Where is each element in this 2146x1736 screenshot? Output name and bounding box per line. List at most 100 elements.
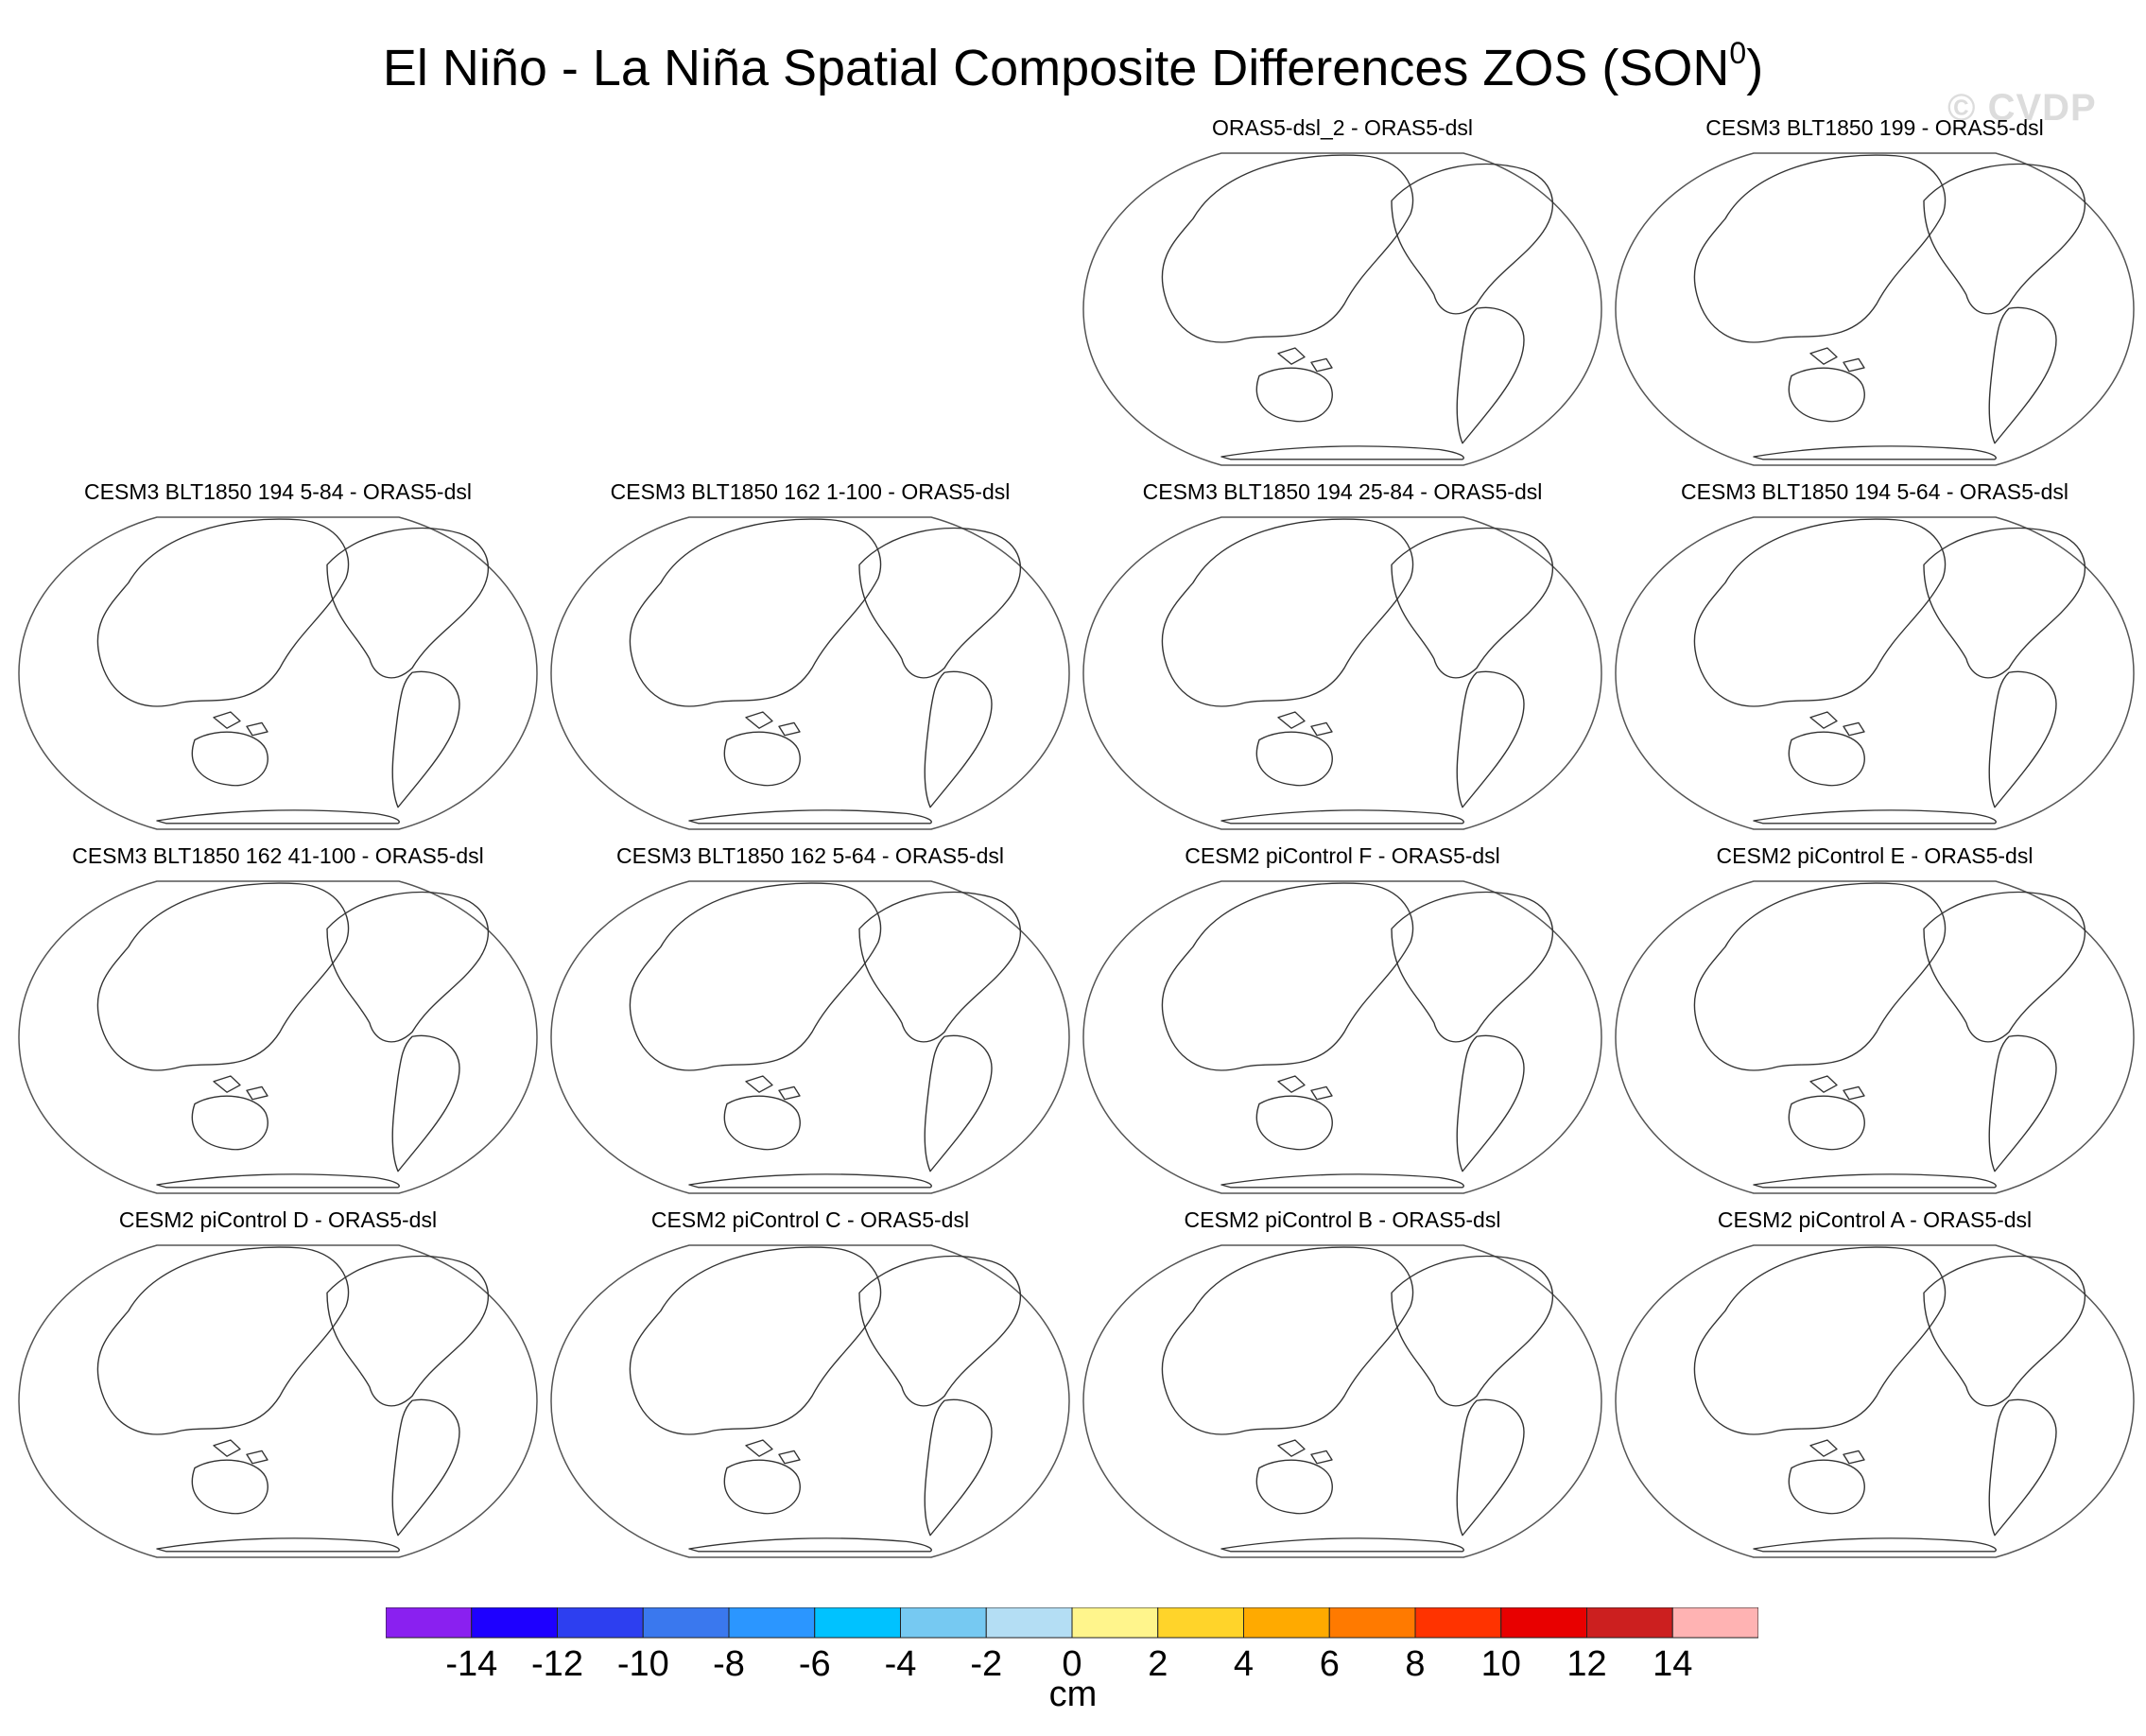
coastline [723,1459,801,1515]
map-panel: CESM2 piControl A - ORAS5-dsl [1612,1207,2137,1562]
coastline [1255,731,1333,787]
colorbar-box [1500,1607,1587,1639]
coastline [1220,1173,1464,1189]
coastline [1988,306,2057,444]
robinson-map [1615,152,2135,466]
map-outline [18,880,538,1194]
coastline [723,1095,801,1151]
coastline [1220,1537,1464,1553]
robinson-map [550,880,1070,1194]
colorbar-box [728,1607,816,1639]
coastline [1788,1459,1865,1515]
map-panel-title: CESM2 piControl E - ORAS5-dsl [1716,843,2034,868]
coastline [1456,1398,1525,1536]
coastline [213,1075,268,1101]
figure-title-text: El Niño - La Niña Spatial Composite Diff… [382,40,1730,96]
coastline [629,1246,882,1435]
colorbar-label: 0 [1062,1644,1082,1684]
coastline [924,1398,993,1536]
coastline [1456,670,1525,808]
colorbar-box [1243,1607,1330,1639]
coastline [1161,882,1414,1071]
coastline [1456,306,1525,444]
colorbar-label: -12 [531,1644,583,1684]
map-panel: CESM2 piControl C - ORAS5-dsl [547,1207,1073,1562]
coastline [688,1173,932,1189]
coastline [629,518,882,707]
coastline [723,731,801,787]
map-panel: CESM2 piControl E - ORAS5-dsl [1612,843,2137,1198]
coastline [1788,1095,1865,1151]
coastline [1277,347,1333,373]
coastline [1693,882,1947,1071]
map-outline [1615,152,2135,466]
coastline [1391,527,1553,679]
coastline [1693,518,1947,707]
map-outline [1615,880,2135,1194]
coastline [191,1459,268,1515]
coastline [326,891,489,1043]
coastline [688,1537,932,1553]
colorbar-box [1071,1607,1159,1639]
robinson-map [18,880,538,1194]
coastline [924,670,993,808]
colorbar-box [900,1607,987,1639]
colorbar-label: 8 [1405,1644,1426,1684]
coastline [1456,1034,1525,1172]
coastline [688,809,932,825]
coastline [1809,1075,1865,1101]
map-panel: CESM3 BLT1850 199 - ORAS5-dsl [1612,115,2137,470]
coastline [96,518,350,707]
coastline [1753,1537,1997,1553]
cvdp-watermark: © CVDP [1947,87,2097,129]
map-panel-title: CESM3 BLT1850 194 5-64 - ORAS5-dsl [1681,479,2068,504]
figure-title-superscript: 0 [1729,36,1747,70]
robinson-map [18,1244,538,1558]
coastline [1277,1075,1333,1101]
colorbar-box [985,1607,1073,1639]
map-panel-title: CESM3 BLT1850 194 25-84 - ORAS5-dsl [1142,479,1543,504]
colorbar-label: -10 [616,1644,669,1684]
map-panel-title: CESM2 piControl B - ORAS5-dsl [1184,1207,1501,1232]
coastline [213,711,268,737]
coastline [1220,445,1464,460]
coastline [213,1439,268,1465]
coastline [745,711,801,737]
robinson-map [1082,1244,1602,1558]
coastline [1988,670,2057,808]
robinson-map [1615,880,2135,1194]
robinson-map [1082,516,1602,830]
coastline [1988,1398,2057,1536]
colorbar-box [642,1607,730,1639]
map-outline [1082,880,1602,1194]
colorbar-box [557,1607,644,1639]
coastline [745,1439,801,1465]
coastline [1255,1459,1333,1515]
map-panel: CESM3 BLT1850 194 5-64 - ORAS5-dsl [1612,479,2137,834]
colorbar-box [1671,1607,1758,1639]
map-panel-title: CESM2 piControl F - ORAS5-dsl [1185,843,1500,868]
coastline [1693,1246,1947,1435]
colorbar-boxes [386,1607,1758,1639]
coastline [1753,1173,1997,1189]
map-panel: CESM2 piControl F - ORAS5-dsl [1080,843,1605,1198]
robinson-map [1615,516,2135,830]
map-panel-title: CESM3 BLT1850 194 5-84 - ORAS5-dsl [84,479,472,504]
map-outline [550,516,1070,830]
colorbar-label: 4 [1233,1644,1255,1684]
map-outline [1082,1244,1602,1558]
colorbar-label: -2 [970,1644,1003,1684]
coastline [1988,1034,2057,1172]
coastline [1923,891,2085,1043]
coastline [1255,367,1333,423]
coastline [1277,711,1333,737]
map-outline [18,516,538,830]
coastline [1809,1439,1865,1465]
colorbar-box [1414,1607,1502,1639]
map-panel: CESM3 BLT1850 194 25-84 - ORAS5-dsl [1080,479,1605,834]
colorbar-box [1157,1607,1244,1639]
coastline [1809,347,1865,373]
figure-title-close: ) [1746,40,1764,96]
colorbar-box [1586,1607,1673,1639]
map-panel: CESM2 piControl D - ORAS5-dsl [15,1207,541,1562]
